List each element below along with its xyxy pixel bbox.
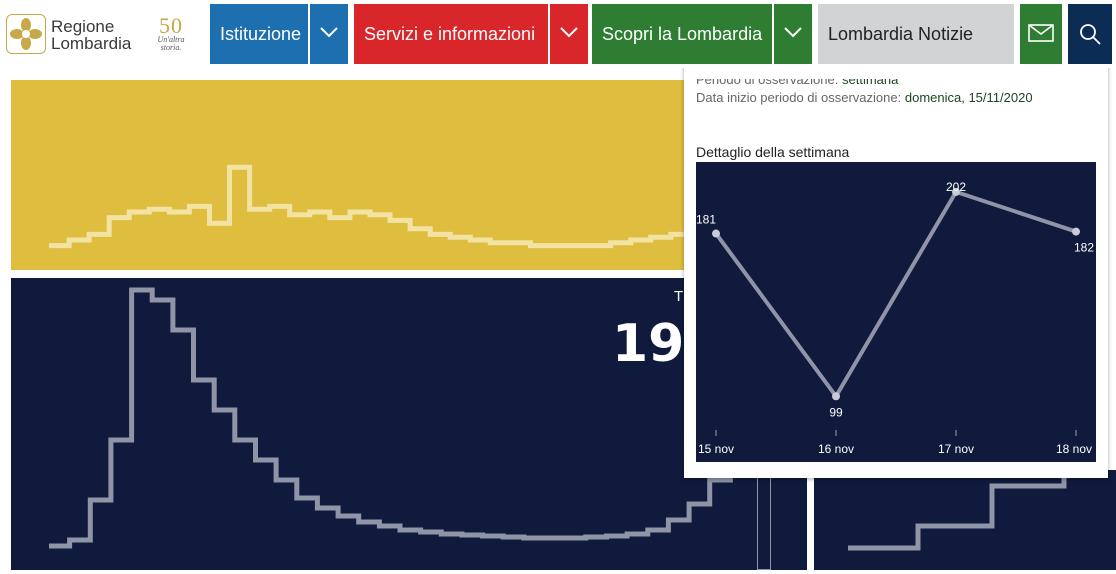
logo-line-2: Lombardia bbox=[51, 34, 132, 53]
navy-step-chart bbox=[49, 287, 751, 549]
start-date-row: Data inizio periodo di osservazione: dom… bbox=[696, 90, 1033, 105]
data-label: 99 bbox=[829, 405, 843, 419]
site-header: Regione Lombardia 50 Un'altra storia. Is… bbox=[0, 0, 1116, 68]
period-row: Periodo di osservazione: settimana bbox=[696, 72, 899, 87]
series-line bbox=[714, 189, 1077, 400]
data-point[interactable] bbox=[832, 392, 840, 401]
fifty-years-logo: 50 Un'altra storia. bbox=[150, 13, 192, 56]
data-point[interactable] bbox=[712, 229, 720, 238]
data-point[interactable] bbox=[952, 187, 960, 196]
chevron-down-icon bbox=[320, 27, 338, 38]
scroll-indicator[interactable] bbox=[757, 468, 771, 570]
nav-istituzione-label: Istituzione bbox=[220, 24, 302, 44]
fifty-years-number: 50 bbox=[159, 13, 183, 38]
data-label: 181 bbox=[696, 213, 716, 227]
regione-lombardia-logo[interactable]: Regione Lombardia bbox=[6, 14, 142, 56]
fifty-years-tagline-2: storia. bbox=[160, 43, 182, 52]
period-value: settimana bbox=[841, 72, 899, 87]
detail-title: Dettaglio della settimana bbox=[696, 144, 850, 160]
x-tick-label: 17 nov bbox=[938, 442, 974, 456]
nav-notizie[interactable]: Lombardia Notizie bbox=[818, 4, 1014, 64]
navy-trend-panel bbox=[11, 278, 807, 570]
kpi-value: 19 bbox=[612, 314, 685, 374]
fifty-years-tagline-1: Un'altra bbox=[157, 35, 185, 44]
navy-right-panel bbox=[814, 465, 1116, 570]
start-date-value: domenica, 15/11/2020 bbox=[904, 90, 1033, 105]
data-point[interactable] bbox=[1072, 227, 1080, 236]
yellow-trend-panel bbox=[11, 80, 711, 270]
yellow-step-chart bbox=[49, 164, 711, 249]
search-button[interactable] bbox=[1068, 4, 1112, 64]
nav-servizi[interactable]: Servizi e informazioni bbox=[354, 4, 548, 64]
kpi-label: T bbox=[674, 288, 684, 305]
search-icon bbox=[1080, 24, 1101, 45]
scopri-dropdown-button[interactable] bbox=[774, 4, 812, 64]
x-tick-label: 15 nov bbox=[698, 442, 734, 456]
chevron-down-icon bbox=[784, 27, 802, 38]
servizi-dropdown-button[interactable] bbox=[550, 4, 588, 64]
nav-servizi-label: Servizi e informazioni bbox=[364, 24, 536, 44]
nav-istituzione[interactable]: Istituzione bbox=[210, 4, 308, 64]
lombardia-rose-icon bbox=[6, 14, 46, 54]
x-tick-label: 18 nov bbox=[1056, 442, 1092, 456]
nav-scopri[interactable]: Scopri la Lombardia bbox=[592, 4, 772, 64]
x-tick-label: 16 nov bbox=[818, 442, 854, 456]
week-line-chart: 15 nov 16 nov 17 nov 18 nov 181 99 202 182 bbox=[696, 162, 1096, 462]
nav-notizie-label: Lombardia Notizie bbox=[828, 24, 974, 44]
newsletter-button[interactable] bbox=[1020, 4, 1062, 64]
data-label: 202 bbox=[946, 180, 966, 194]
period-label: Periodo di osservazione: bbox=[696, 72, 839, 87]
logo-line-1: Regione bbox=[51, 17, 115, 36]
navy-right-step-chart bbox=[848, 465, 1067, 551]
start-date-label: Data inizio periodo di osservazione: bbox=[696, 90, 902, 105]
istituzione-dropdown-button[interactable] bbox=[310, 4, 348, 64]
week-detail-tooltip: Periodo di osservazione: settimana Data … bbox=[684, 64, 1108, 478]
logo-wordmark: Regione Lombardia bbox=[51, 18, 131, 52]
data-label: 182 bbox=[1074, 241, 1094, 255]
envelope-icon bbox=[1028, 24, 1054, 42]
nav-scopri-label: Scopri la Lombardia bbox=[602, 24, 763, 44]
chevron-down-icon bbox=[560, 27, 578, 38]
